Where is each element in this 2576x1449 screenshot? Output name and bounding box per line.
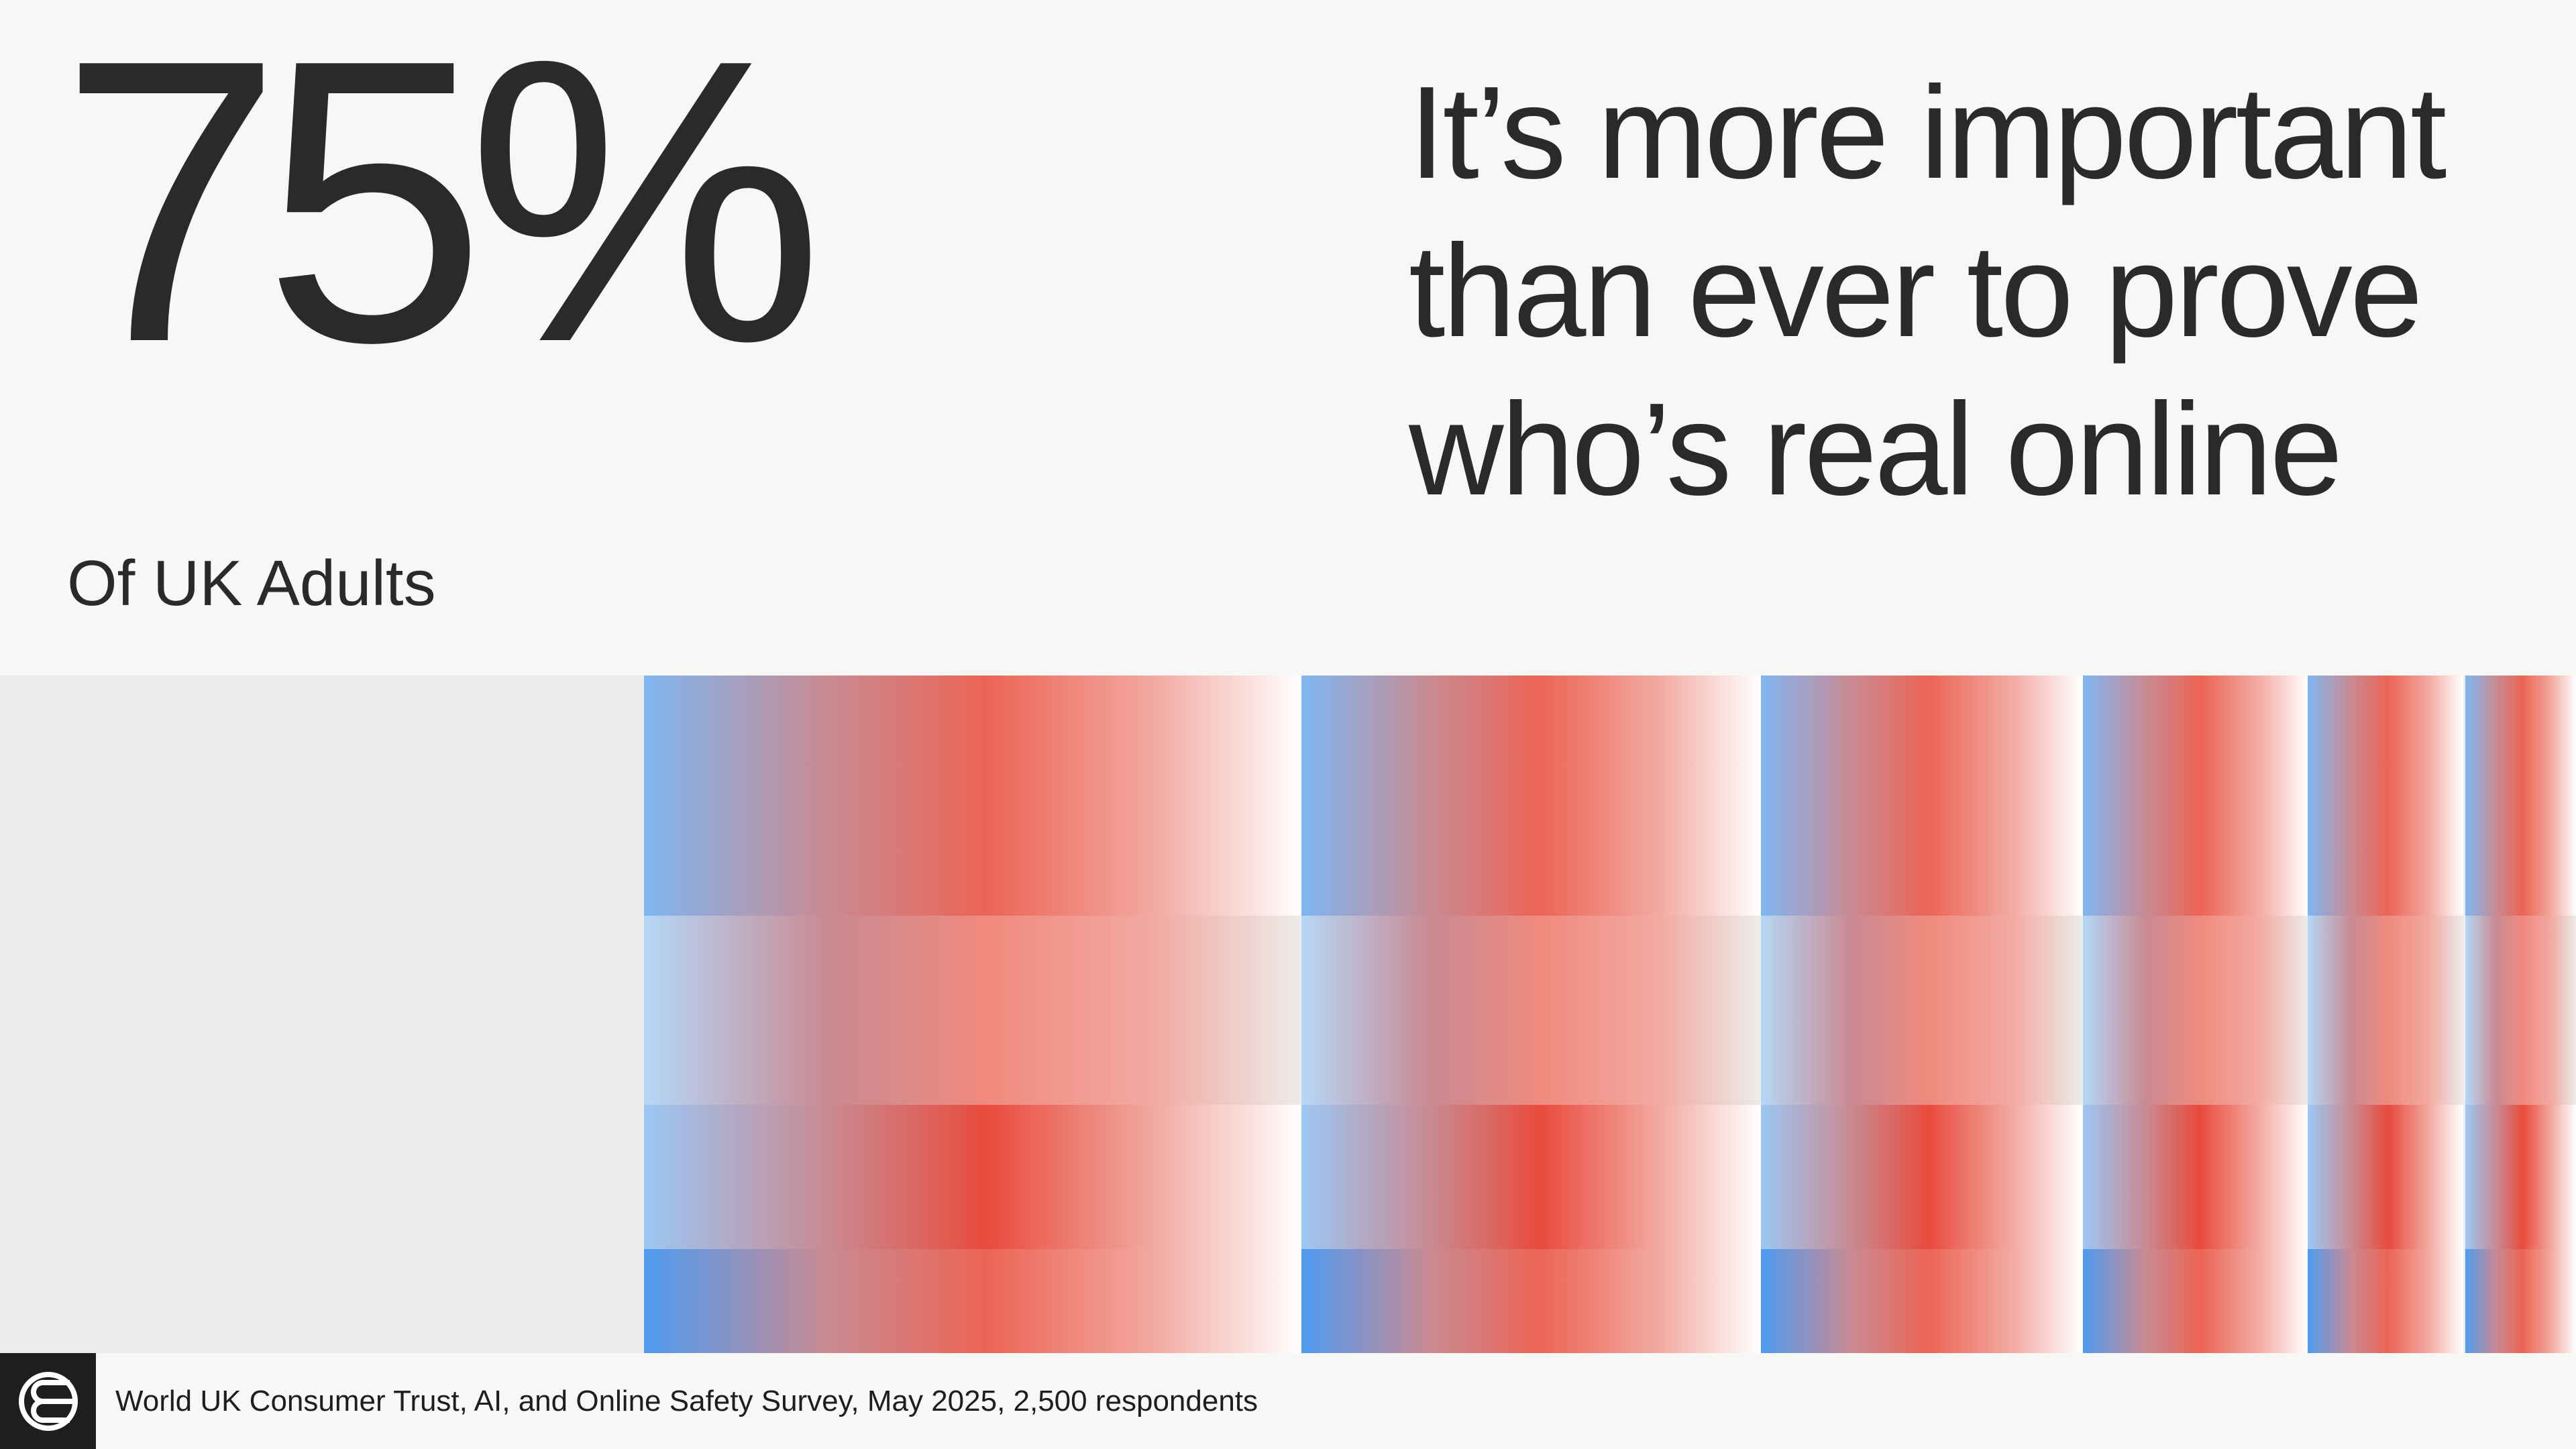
gradient-column: [2083, 1105, 2308, 1249]
gradient-column: [1301, 1105, 1761, 1249]
gradient-column: [1301, 676, 1761, 916]
gradient-column: [2083, 676, 2308, 916]
header-section: 75% Of UK Adults It’s more important tha…: [0, 0, 2576, 676]
footer: World UK Consumer Trust, AI, and Online …: [0, 1353, 2576, 1449]
gradient-band: [0, 1249, 2576, 1353]
gradient-band: [0, 1105, 2576, 1249]
gradient-blank-block: [0, 676, 644, 1353]
gradient-column: [2308, 1105, 2463, 1249]
gradient-column: [2308, 1249, 2463, 1353]
gradient-column: [2083, 1249, 2308, 1353]
gradient-column: [2465, 676, 2576, 916]
gradient-band: [0, 676, 2576, 916]
gradient-column: [1761, 1249, 2083, 1353]
gradient-column: [1761, 676, 2083, 916]
gradient-column: [1761, 916, 2083, 1105]
gradient-column: [2308, 676, 2463, 916]
world-logo-icon: [0, 1353, 96, 1449]
source-citation: World UK Consumer Trust, AI, and Online …: [115, 1385, 1258, 1417]
stat-value: 75%: [59, 0, 824, 426]
gradient-column: [2465, 1249, 2576, 1353]
gradient-column: [2083, 916, 2308, 1105]
gradient-column: [1761, 1105, 2083, 1249]
gradient-column: [1301, 916, 1761, 1105]
gradient-column: [644, 676, 1301, 916]
gradient-graphic: [0, 676, 2576, 1353]
stat-caption: Of UK Adults: [67, 547, 436, 619]
gradient-column: [2465, 1105, 2576, 1249]
headline: It’s more important than ever to prove w…: [1409, 59, 2447, 523]
gradient-band: [0, 916, 2576, 1105]
gradient-column: [2308, 916, 2463, 1105]
gradient-column: [2465, 916, 2576, 1105]
gradient-column: [644, 916, 1301, 1105]
gradient-column: [644, 1249, 1301, 1353]
gradient-column: [1301, 1249, 1761, 1353]
gradient-column: [644, 1105, 1301, 1249]
